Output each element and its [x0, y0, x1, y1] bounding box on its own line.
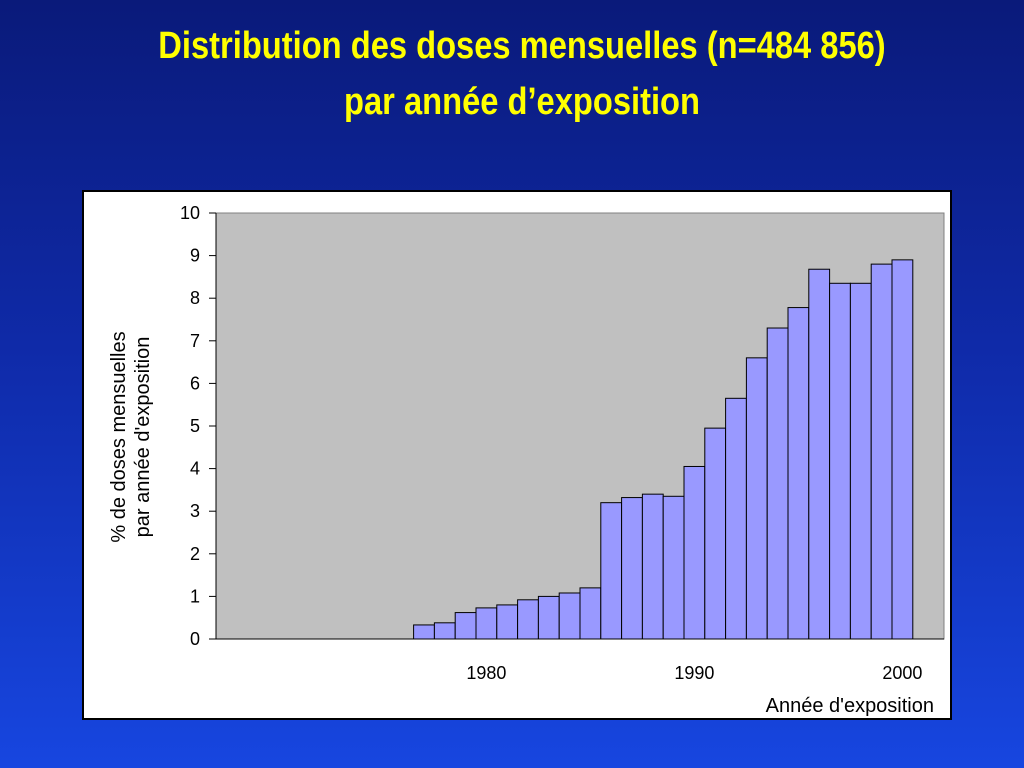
bar-1990	[683, 465, 706, 640]
x-axis-title: Année d'exposition	[766, 695, 934, 717]
y-tick-label: 10	[180, 203, 200, 223]
slide-title-line2: par année d’exposition	[344, 81, 700, 123]
bar-1986	[600, 502, 623, 640]
y-tick-label: 0	[190, 629, 200, 649]
chart-panel: 0 1 2 3 4 5 6 7 8 9 10 1980 1990 2000 % de doses men…	[82, 190, 952, 720]
bar-1978	[433, 622, 456, 640]
y-tick-label: 4	[190, 459, 200, 479]
y-ticks: 0 1 2 3 4 5 6 7 8 9 10	[180, 203, 216, 649]
bar-1998	[849, 282, 872, 640]
y-tick-label: 3	[190, 501, 200, 521]
y-tick-label: 7	[190, 331, 200, 351]
bar-chart: 0 1 2 3 4 5 6 7 8 9 10 1980 1990 2000 % de doses men…	[108, 203, 945, 717]
bar-1993	[745, 357, 768, 640]
bar-1992	[725, 397, 747, 640]
x-tick-label: 2000	[882, 663, 922, 683]
x-tick-label: 1990	[674, 663, 714, 683]
bars	[413, 259, 914, 640]
bar-1981	[496, 604, 519, 640]
bar-1977	[413, 624, 435, 640]
bar-1996	[808, 268, 831, 640]
y-tick-label: 6	[190, 373, 200, 393]
x-ticks: 1980 1990 2000	[466, 663, 922, 683]
slide-title-line1: Distribution des doses mensuelles (n=484…	[158, 25, 886, 67]
bar-1989	[662, 495, 685, 640]
x-tick-label: 1980	[466, 663, 506, 683]
bar-1994	[766, 327, 789, 640]
slide-title: Distribution des doses mensuelles (n=484…	[73, 18, 971, 130]
y-tick-label: 9	[190, 246, 200, 266]
y-tick-label: 1	[190, 586, 200, 606]
bar-2000	[891, 259, 914, 640]
bar-1984	[558, 592, 581, 640]
bar-1988	[641, 493, 664, 640]
y-tick-label: 5	[190, 416, 200, 436]
bar-1999	[870, 263, 893, 640]
bar-1997	[829, 282, 851, 640]
bar-1991	[704, 427, 727, 640]
bar-1983	[537, 595, 560, 640]
y-axis-title-line2: par année d'exposition	[132, 337, 154, 538]
bar-1982	[517, 599, 539, 640]
bar-1979	[454, 612, 477, 640]
y-tick-label: 8	[190, 288, 200, 308]
bar-1980	[475, 607, 498, 640]
bar-1985	[579, 587, 602, 640]
bar-1995	[787, 307, 810, 640]
y-tick-label: 2	[190, 544, 200, 564]
bar-1987	[621, 497, 643, 640]
y-axis-title-line1: % de doses mensuelles	[108, 331, 130, 542]
